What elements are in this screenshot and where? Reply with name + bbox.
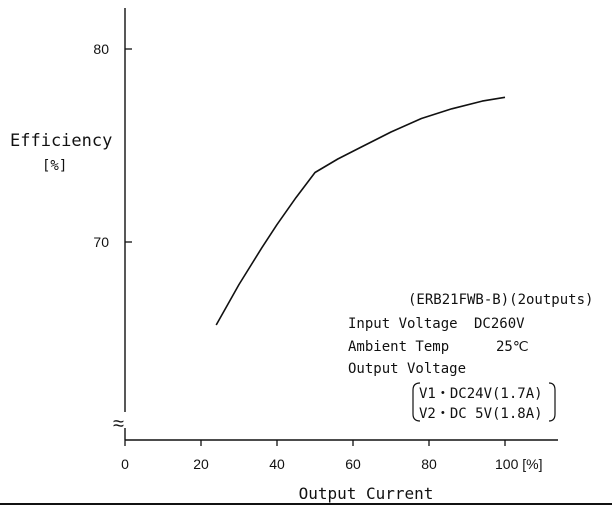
output-v2: V2・DC 5V(1.8A) [419,406,543,422]
right-bracket [548,382,556,422]
y-axis-ticks: 70 80 [93,41,132,250]
conditions-annotation: (ERB21FWB-B)(2outputs) Input Voltage DC2… [348,292,593,422]
y-axis-title: Efficiency [10,131,112,151]
x-tick-label: 20 [193,456,209,472]
y-axis-unit: [%] [42,158,67,174]
x-tick-label: 80 [421,456,437,472]
output-voltage-label: Output Voltage [348,361,466,377]
x-tick-label: 100 [%] [495,456,542,472]
x-axis-ticks: 0 20 40 60 80 100 [%] [121,440,542,472]
y-tick-label: 70 [93,234,109,250]
x-axis-title: Output Current [299,484,434,503]
ambient-temp-value: 25℃ [496,339,529,355]
x-tick-label: 0 [121,456,129,472]
y-tick-label: 80 [93,41,109,57]
model-label: (ERB21FWB-B)(2outputs) [408,292,593,308]
left-bracket [412,382,421,422]
x-tick-label: 40 [269,456,285,472]
input-voltage-value: DC260V [474,316,525,332]
axis-break-symbol: ≈ [113,413,124,435]
ambient-temp-label: Ambient Temp [348,339,449,355]
x-tick-label: 60 [345,456,361,472]
output-v1: V1・DC24V(1.7A) [419,386,543,402]
efficiency-curve [215,96,506,326]
input-voltage-label: Input Voltage [348,316,458,332]
